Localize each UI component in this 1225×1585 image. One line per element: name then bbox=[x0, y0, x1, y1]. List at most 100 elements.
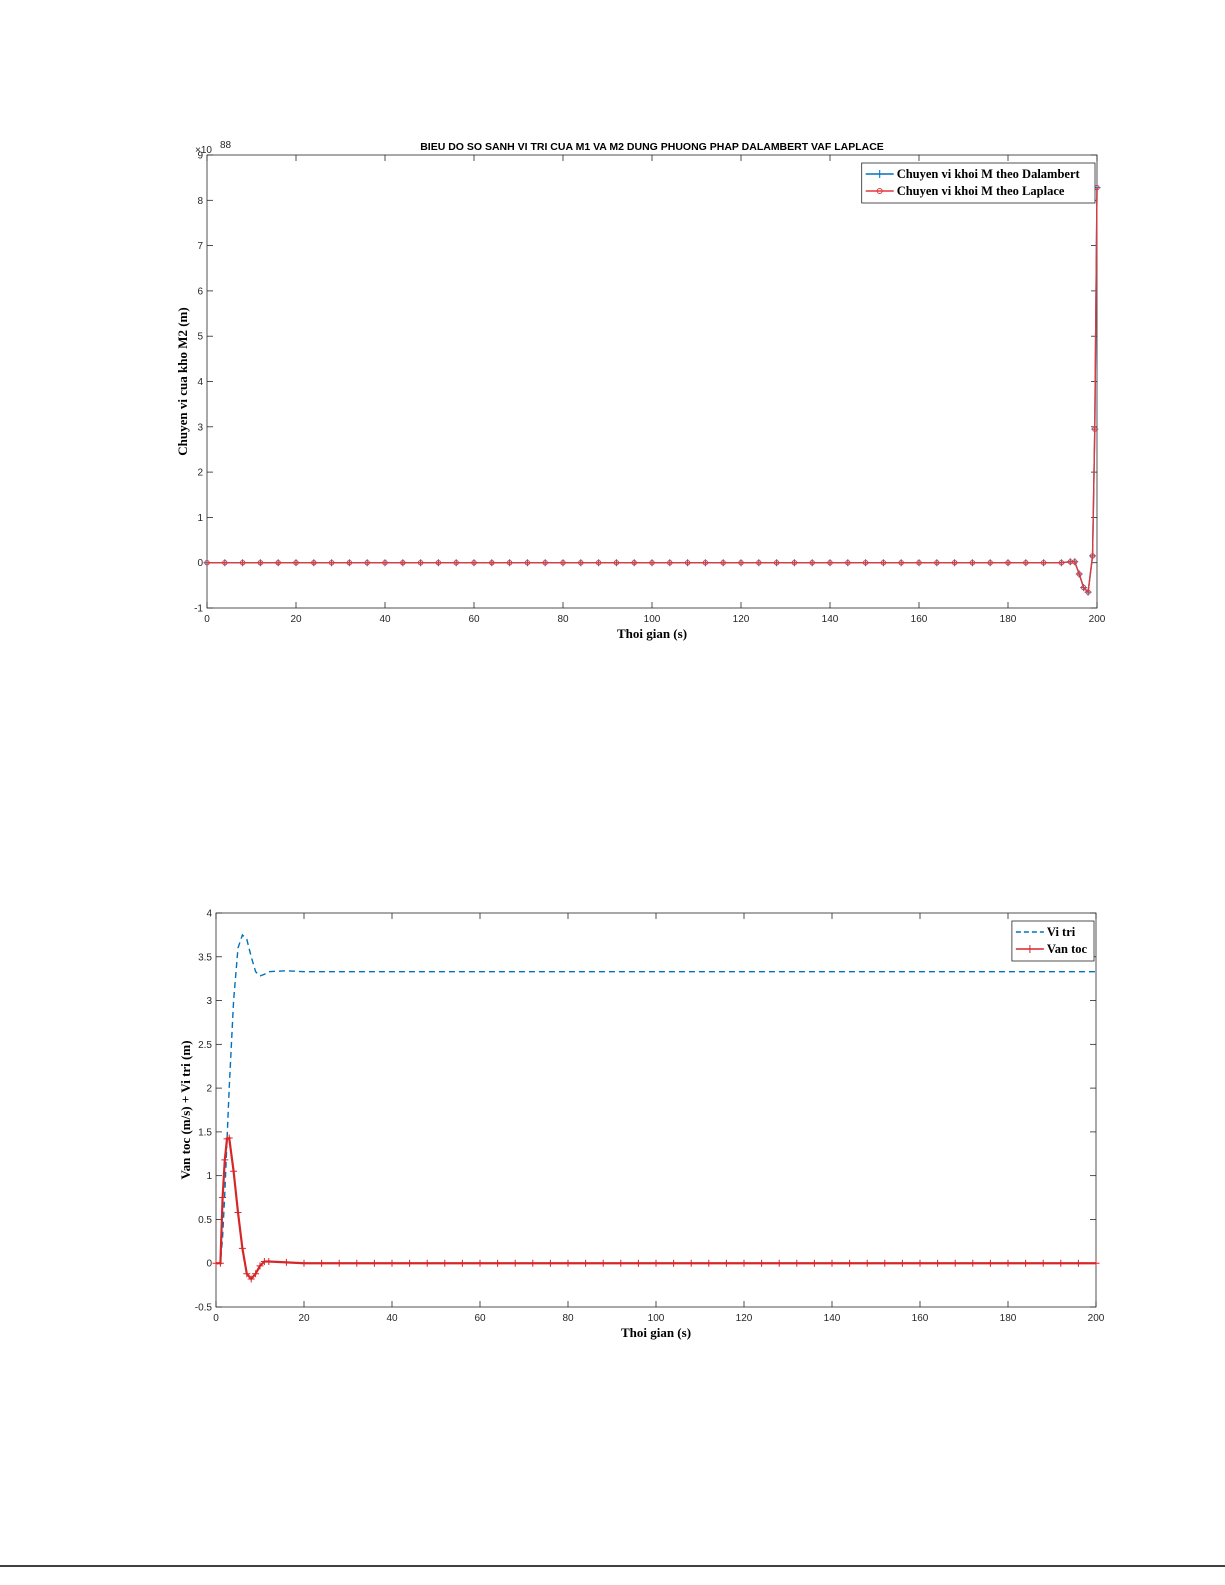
x-tick-label: 200 bbox=[1088, 1313, 1105, 1324]
data-marker bbox=[1089, 553, 1096, 559]
data-marker bbox=[613, 560, 620, 566]
data-marker bbox=[417, 560, 424, 566]
data-marker bbox=[238, 1244, 246, 1252]
x-tick-label: 20 bbox=[290, 614, 302, 625]
legend: Chuyen vi khoi M theo Dalambert Chuyen vi… bbox=[861, 162, 1096, 204]
y-tick-label: 8 bbox=[197, 196, 203, 207]
data-marker bbox=[687, 1259, 695, 1267]
x-tick-label: 60 bbox=[474, 1313, 486, 1324]
data-marker bbox=[335, 1259, 343, 1267]
data-marker bbox=[578, 560, 584, 566]
data-marker bbox=[599, 1259, 607, 1267]
data-marker bbox=[667, 560, 673, 566]
data-marker bbox=[388, 1259, 396, 1267]
data-marker bbox=[722, 1259, 730, 1267]
data-marker bbox=[435, 560, 442, 566]
legend-marker bbox=[875, 170, 884, 178]
data-marker bbox=[951, 1259, 959, 1267]
data-marker bbox=[986, 1259, 994, 1267]
data-marker bbox=[617, 1259, 625, 1267]
legend-box bbox=[861, 162, 1096, 204]
x-tick-label: 180 bbox=[1000, 614, 1017, 625]
x-tick-label: 160 bbox=[911, 614, 928, 625]
chart: 0 20 40 60 80 100 120 140 160 180 200-0.500.511.52… bbox=[178, 909, 1105, 1341]
y-tick-label: 0 bbox=[197, 558, 203, 569]
data-marker bbox=[293, 560, 299, 566]
data-marker bbox=[634, 1259, 642, 1267]
y-tick-label: -1 bbox=[194, 604, 203, 615]
x-tick-label: 100 bbox=[644, 614, 661, 625]
y-tick-label: 2.5 bbox=[198, 1040, 212, 1051]
data-marker bbox=[582, 1259, 590, 1267]
data-marker bbox=[684, 560, 691, 566]
data-marker bbox=[1076, 571, 1082, 577]
data-marker bbox=[1094, 184, 1100, 191]
data-marker bbox=[247, 1275, 255, 1283]
data-marker bbox=[406, 1259, 414, 1267]
data-marker bbox=[275, 560, 281, 566]
data-marker bbox=[758, 1259, 766, 1267]
data-marker bbox=[791, 560, 798, 566]
legend-label: Van toc bbox=[1047, 942, 1088, 956]
x-axis-label: Thoi gian (s) bbox=[617, 626, 687, 641]
x-tick-label: 0 bbox=[213, 1313, 219, 1324]
data-marker bbox=[328, 560, 335, 566]
legend-label: Vi tri bbox=[1047, 925, 1076, 939]
legend-marker bbox=[1025, 945, 1034, 953]
data-marker bbox=[243, 1270, 251, 1278]
x-tick-label: 120 bbox=[736, 1313, 753, 1324]
data-marker bbox=[476, 1259, 484, 1267]
chart: 0 20 40 60 80 100 120 140 160 180 200-10123456789B… bbox=[175, 140, 1106, 641]
data-marker bbox=[631, 560, 637, 566]
data-marker bbox=[652, 1259, 660, 1267]
data-marker bbox=[311, 560, 317, 566]
data-marker bbox=[702, 560, 709, 566]
data-marker bbox=[423, 1259, 431, 1267]
data-marker bbox=[353, 1259, 361, 1267]
data-marker bbox=[1022, 1259, 1030, 1267]
data-marker bbox=[1039, 1259, 1047, 1267]
data-marker bbox=[934, 560, 940, 566]
data-marker bbox=[222, 560, 228, 566]
data-marker bbox=[810, 1259, 818, 1267]
data-marker bbox=[542, 560, 548, 566]
data-marker bbox=[453, 560, 459, 566]
data-marker bbox=[898, 560, 904, 566]
data-marker bbox=[524, 560, 531, 566]
y-multiplier: ×10 bbox=[195, 145, 212, 156]
data-marker bbox=[506, 560, 513, 566]
data-marker bbox=[511, 1259, 519, 1267]
data-marker bbox=[364, 560, 370, 566]
y-tick-label: 9 bbox=[197, 151, 203, 162]
legend-marker bbox=[876, 188, 883, 194]
data-marker bbox=[756, 560, 762, 566]
data-marker bbox=[649, 560, 655, 566]
x-tick-label: 120 bbox=[733, 614, 750, 625]
x-tick-label: 40 bbox=[379, 614, 391, 625]
x-tick-label: 200 bbox=[1089, 614, 1106, 625]
data-marker bbox=[740, 1259, 748, 1267]
data-marker bbox=[221, 1156, 229, 1164]
data-marker bbox=[564, 1259, 572, 1267]
data-marker bbox=[828, 1259, 836, 1267]
legend: Vi tri Van toc bbox=[1011, 920, 1095, 962]
data-marker bbox=[845, 560, 851, 566]
x-tick-label: 80 bbox=[557, 614, 569, 625]
data-marker bbox=[1004, 1259, 1012, 1267]
y-axis-label: Van toc (m/s) + Vi tri (m) bbox=[178, 1040, 193, 1179]
data-marker bbox=[881, 1259, 889, 1267]
y-tick-label: 2 bbox=[197, 468, 203, 479]
data-marker bbox=[720, 560, 726, 566]
data-marker bbox=[382, 560, 388, 566]
data-marker bbox=[1057, 1259, 1065, 1267]
data-marker bbox=[827, 560, 833, 566]
data-marker bbox=[1092, 1259, 1100, 1267]
data-marker bbox=[862, 560, 869, 566]
y-tick-label: 2 bbox=[206, 1084, 212, 1095]
y-tick-label: 7 bbox=[197, 241, 203, 252]
data-marker bbox=[489, 560, 495, 566]
data-marker bbox=[239, 560, 246, 566]
chart-title: BIEU DO SO SANH VI TRI CUA M1 VA M2 DUNG… bbox=[420, 141, 884, 153]
data-marker bbox=[256, 1262, 264, 1270]
